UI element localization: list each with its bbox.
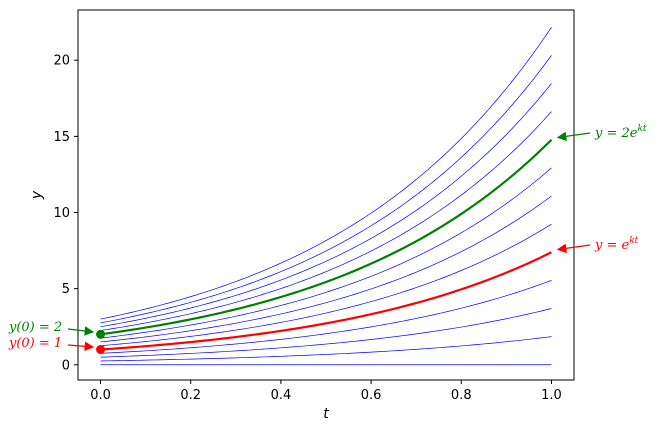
y-tick-label: 20 (53, 54, 70, 69)
x-tick-label: 0.4 (271, 388, 292, 403)
y-tick-label: 15 (53, 130, 70, 145)
family-curve-4 (100, 223, 552, 347)
x-axis-label: t (323, 406, 329, 422)
family-curve-6 (100, 167, 552, 339)
family-curve-7 (100, 111, 552, 331)
red-curve-annotation: y = ekt (594, 236, 639, 253)
x-tick-label: 0.0 (90, 388, 111, 403)
initial-point-red (96, 345, 106, 355)
solution-family-curves (100, 27, 552, 366)
initial-point-green (96, 329, 106, 339)
family-curve-5 (100, 195, 552, 343)
red-curve-arrow (556, 243, 591, 254)
family-curve-1 (100, 336, 552, 362)
plot-frame (77, 9, 575, 381)
highlighted-curves (96, 138, 553, 355)
x-axis-ticks: 0.0 0.2 0.4 0.6 0.8 1.0 (90, 380, 562, 403)
y-tick-label: 10 (53, 206, 70, 221)
family-curve-8 (100, 83, 552, 328)
series-line-green (100, 138, 553, 336)
x-tick-label: 1.0 (541, 388, 562, 403)
red-point-annotation: y(0) = 1 (8, 336, 62, 351)
green-curve-arrow (556, 131, 591, 142)
red-point-arrow (67, 341, 95, 352)
y-axis-label: y (29, 190, 45, 200)
family-curve-3 (100, 280, 552, 354)
x-tick-label: 0.6 (361, 388, 382, 403)
y-tick-label: 5 (62, 282, 70, 297)
y-axis-ticks: 0 5 10 15 20 (53, 54, 78, 373)
family-curve-9 (100, 55, 552, 324)
family-curve-2 (100, 308, 552, 358)
series-line-red (100, 251, 552, 351)
green-curve-annotation: y = 2ekt (594, 124, 647, 141)
x-tick-label: 0.2 (180, 388, 201, 403)
family-curve-10 (100, 27, 552, 320)
y-tick-label: 0 (62, 358, 70, 373)
green-point-annotation: y(0) = 2 (8, 320, 62, 335)
x-tick-label: 0.8 (451, 388, 472, 403)
green-point-arrow (67, 326, 95, 336)
